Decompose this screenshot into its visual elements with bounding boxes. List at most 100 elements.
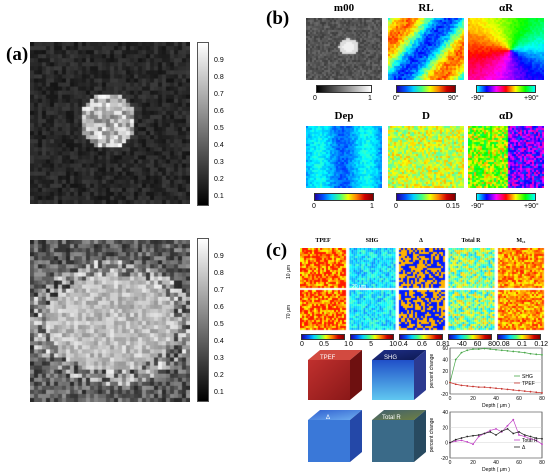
chart-x-tick-label: 0 — [449, 460, 452, 466]
colorbar-shg — [350, 334, 394, 340]
colorbar-tick: 0.3 — [214, 159, 224, 166]
colorbar-max: 90° — [448, 95, 459, 102]
map-title-m00: m00 — [333, 2, 355, 14]
colorbar-min: -90° — [471, 95, 484, 102]
chart-data-point — [529, 437, 532, 440]
chart-data-point — [529, 352, 532, 355]
panel-a-letter: (a) — [6, 44, 29, 65]
chart-data-point — [535, 353, 538, 356]
chart-data-point — [541, 443, 543, 446]
colorbar-ticks-tpef: 0 0.5 1 — [300, 341, 348, 348]
chart-data-point — [512, 350, 515, 353]
chart-data-point — [489, 429, 492, 432]
column-title-m11: M₁₁ — [516, 238, 526, 244]
map-title-alpha-d: αD — [498, 110, 514, 122]
map-title-rl: RL — [418, 2, 434, 14]
chart-legend-label: Δ — [522, 445, 526, 451]
colorbar-total-r — [448, 334, 492, 340]
map-alpha-r — [468, 18, 544, 80]
panel-c-column-titles: TPEF SHG Δ Total R M₁₁ — [300, 238, 548, 248]
chart-y-tick-label: 40 — [442, 410, 448, 416]
colorbar-tick: 0.1 — [214, 193, 224, 200]
chart-data-point — [460, 437, 463, 439]
colorbar-tick: 0.8 — [214, 74, 224, 81]
chart-data-point — [495, 434, 497, 436]
chart-data-point — [506, 427, 509, 430]
chart-data-point — [477, 434, 480, 436]
chart-data-point — [495, 348, 497, 351]
chart-y-tick-label: -20 — [441, 392, 448, 398]
colorbar-tick: 0.8 — [214, 270, 224, 277]
map-m00 — [306, 18, 382, 80]
chart-x-tick-label: 60 — [516, 396, 522, 402]
cube-tpef: TPEF — [308, 350, 362, 400]
colorbar-max: 1 — [370, 203, 374, 210]
colorbar-tick: 0.7 — [214, 91, 224, 98]
chart-legend-label: SHG — [522, 374, 533, 380]
chart-data-point — [489, 431, 492, 433]
eye-fundus-top-image — [30, 42, 190, 204]
cube-shg: SHG — [372, 350, 426, 400]
panel-a-colorbar-bottom — [197, 238, 209, 402]
colorbar-max: +90° — [524, 203, 539, 210]
panel-b-letter: (b) — [266, 8, 290, 29]
colorbar-tick: 0.4 — [398, 341, 408, 348]
colorbar-tick: 60 — [473, 341, 482, 348]
chart-data-point — [454, 358, 457, 361]
cube-label: Δ — [326, 415, 330, 421]
colorbar-min: 0 — [312, 203, 316, 210]
map-title-d: D — [422, 110, 430, 122]
colorbar-tick: 0 — [349, 341, 353, 348]
chart-data-point — [454, 440, 457, 443]
chart-data-point — [460, 439, 463, 442]
colorbar-tick: 0.08 — [496, 341, 510, 348]
chart-data-point — [500, 387, 503, 390]
eye-fundus-bottom-image — [30, 240, 190, 402]
chart-data-point — [523, 351, 526, 354]
panel-c-letter: (c) — [266, 240, 288, 261]
chart-legend-label: Total R — [522, 438, 538, 444]
colorbar-tick: 0.1 — [214, 389, 224, 396]
chart-data-point — [523, 390, 526, 393]
chart-data-point — [518, 431, 520, 433]
chart-data-point — [472, 443, 474, 446]
column-title-tpef: TPEF — [315, 238, 331, 244]
colorbar-ticks-total-r: 1 -40 60 80 — [446, 341, 496, 348]
map-d — [388, 126, 464, 188]
chart-x-tick-label: 40 — [493, 396, 499, 402]
chart-data-point — [466, 385, 469, 387]
scalebar-label: 20 μm — [352, 284, 366, 290]
colorbar-tick: 0.6 — [417, 341, 427, 348]
colorbar-dep — [314, 193, 374, 201]
colorbar-d — [396, 193, 456, 201]
colorbar-ticks-m11: 0.08 0.1 0.12 — [496, 341, 548, 348]
chart-data-point — [489, 386, 492, 389]
chart-data-point — [449, 381, 451, 384]
row-label-70um: 70 μm — [286, 305, 292, 319]
chart-data-point — [512, 418, 515, 421]
chart-x-axis-label: Depth ( μm ) — [482, 403, 510, 408]
colorbar-tick: 0.6 — [214, 304, 224, 311]
chart-data-point — [466, 441, 469, 443]
chart-x-tick-label: 0 — [449, 396, 452, 402]
colorbar-tick: 0.12 — [534, 341, 548, 348]
chart-x-tick-label: 80 — [539, 396, 545, 402]
chart-data-point — [495, 427, 497, 430]
colorbar-tick: 80 — [488, 341, 496, 348]
panel-c-image-grid — [300, 248, 548, 332]
chart-y-tick-label: 0 — [445, 441, 448, 447]
chart-data-point — [535, 391, 538, 394]
chart-y-tick-label: 40 — [442, 358, 448, 364]
colorbar-min: -90° — [471, 203, 484, 210]
colorbar-ticks-shg: 0 5 10 — [349, 341, 397, 348]
colorbar-delta — [399, 334, 443, 340]
chart-data-point — [454, 383, 457, 386]
colorbar-tick: 0.6 — [214, 108, 224, 115]
chart-data-point — [472, 434, 474, 437]
chart-data-point — [541, 391, 543, 394]
colorbar-tick: 0.5 — [214, 321, 224, 328]
colorbar-alpha-d — [476, 193, 536, 201]
chart-data-point — [460, 384, 463, 387]
chart-data-point — [512, 389, 515, 391]
colorbar-tick: 0.3 — [214, 355, 224, 362]
